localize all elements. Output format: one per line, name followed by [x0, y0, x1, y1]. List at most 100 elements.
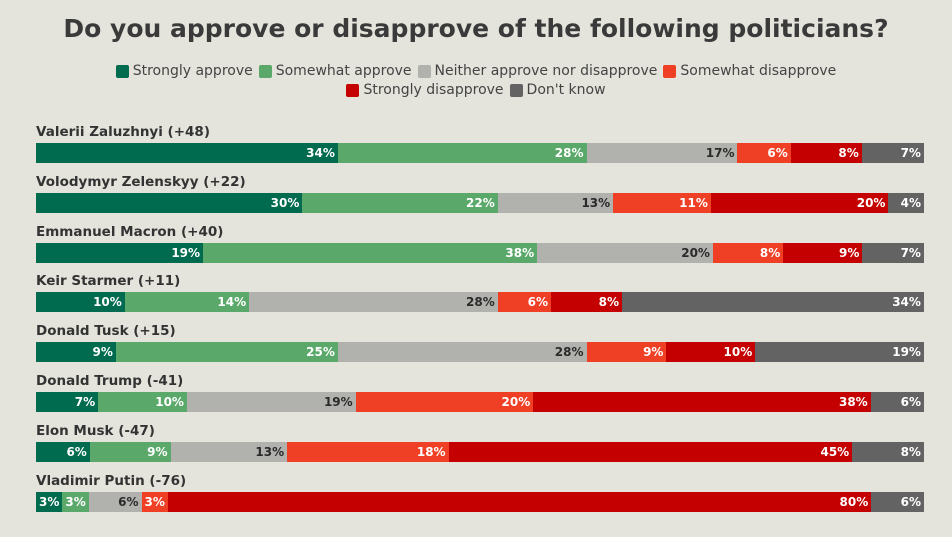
category-label: Elon Musk (-47)	[36, 422, 155, 439]
data-label: 30%	[270, 195, 300, 210]
bar-segment: 3%	[62, 491, 89, 512]
bar-segment: 25%	[115, 342, 338, 363]
bar-segment: 11%	[613, 192, 711, 213]
bar-segment: 10%	[36, 292, 125, 313]
legend-swatch	[509, 83, 523, 97]
category-label: Valerii Zaluzhnyi (+48)	[36, 124, 210, 140]
bar-segment: 7%	[862, 242, 924, 263]
bar-segment: 30%	[36, 192, 303, 213]
bar-segment: 19%	[755, 342, 924, 363]
data-label: 8%	[759, 245, 781, 260]
bar-segment: 6%	[36, 441, 90, 462]
data-label: 9%	[839, 245, 860, 260]
bar-segment: 28%	[337, 342, 587, 363]
data-label: 8%	[838, 146, 859, 160]
legend-label: Don't know	[526, 82, 606, 98]
legend-label: Strongly approve	[132, 63, 253, 79]
bar-segment: 9%	[783, 242, 863, 263]
category-label: Emmanuel Macron (+40)	[36, 223, 224, 240]
data-label: 38%	[838, 395, 868, 409]
data-label: 7%	[900, 146, 921, 160]
bar-segment: 6%	[871, 491, 924, 512]
legend-swatch	[346, 83, 360, 97]
chart-title: Do you approve or disapprove of the foll…	[63, 14, 889, 43]
stacked-bar: 7% 10% 19% 20% 38% 6%	[36, 392, 924, 412]
data-label: 34%	[306, 146, 335, 160]
data-label: 19%	[892, 345, 921, 360]
bar-segment: 10%	[666, 342, 756, 363]
category-label: Volodymyr Zelenskyy (+22)	[36, 173, 246, 190]
bar-segment: 28%	[249, 292, 498, 313]
data-label: 8%	[598, 295, 620, 310]
bar-row: Valerii Zaluzhnyi (+48) 34% 28% 17% 6% 8% 7%	[36, 124, 924, 174]
bar-row: Keir Starmer (+11) 10% 14% 28% 6% 8% 34%	[36, 273, 924, 323]
data-label: 6%	[66, 444, 87, 459]
category-label: Keir Starmer (+11)	[36, 273, 181, 290]
bar-segment: 20%	[355, 392, 534, 412]
bar-segment: 4%	[888, 192, 924, 213]
bar-segment: 8%	[790, 143, 862, 163]
bar-segment: 28%	[337, 143, 587, 163]
data-label: 6%	[767, 146, 788, 160]
legend-swatch	[663, 64, 677, 78]
bar-segment: 17%	[586, 143, 738, 163]
bar-segment: 14%	[124, 292, 250, 313]
bar-row: Vladimir Putin (-76) 3% 3% 6% 3% 80% 6%	[36, 473, 924, 523]
data-label: 19%	[323, 395, 353, 409]
stacked-bar: 19% 38% 20% 8% 9% 7%	[36, 242, 924, 263]
bar-segment: 3%	[141, 491, 168, 512]
bar-segment: 10%	[98, 392, 187, 412]
bar-segment: 22%	[302, 192, 498, 213]
data-label: 10%	[93, 295, 122, 310]
legend-swatch	[115, 64, 129, 78]
bar-segment: 19%	[36, 242, 204, 263]
legend-label: Somewhat approve	[275, 63, 412, 79]
data-label: 17%	[705, 146, 735, 160]
bar-segment: 9%	[36, 342, 116, 363]
legend: Strongly approve Somewhat approve Neither …	[80, 63, 872, 98]
legend-item: Somewhat disapprove	[663, 63, 836, 79]
data-label: 9%	[92, 345, 113, 360]
data-label: 3%	[65, 494, 86, 509]
bar-segment: 9%	[89, 441, 171, 462]
bar-segment: 13%	[497, 192, 614, 213]
bar-segment: 3%	[36, 491, 63, 512]
bar-segment: 20%	[537, 242, 713, 263]
data-label: 45%	[820, 444, 850, 459]
category-label: Donald Tusk (+15)	[36, 323, 176, 340]
data-label: 80%	[839, 494, 869, 509]
bar-segment: 38%	[203, 242, 538, 263]
legend-item: Strongly disapprove	[346, 82, 504, 98]
bar-segment: 8%	[551, 292, 623, 313]
data-label: 11%	[679, 195, 708, 210]
data-label: 7%	[900, 245, 921, 260]
stacked-bar: 9% 25% 28% 9% 10% 19%	[36, 342, 924, 363]
legend-item: Somewhat approve	[258, 63, 412, 79]
data-label: 20%	[501, 395, 531, 409]
bar-segment: 9%	[586, 342, 667, 363]
stacked-bar: 3% 3% 6% 3% 80% 6%	[36, 491, 924, 512]
stacked-bar: 34% 28% 17% 6% 8% 7%	[36, 143, 924, 163]
bar-row: Donald Trump (-41) 7% 10% 19% 20% 38% 6%	[36, 373, 924, 423]
legend-item: Strongly approve	[115, 63, 253, 79]
bar-segment: 34%	[622, 292, 924, 313]
data-label: 28%	[554, 146, 584, 160]
bar-row: Volodymyr Zelenskyy (+22) 30% 22% 13% 11% 20%…	[36, 174, 924, 224]
legend-item: Neither approve nor disapprove	[417, 63, 657, 79]
data-label: 8%	[900, 444, 921, 459]
bar-segment: 34%	[36, 143, 338, 163]
data-label: 6%	[900, 494, 921, 509]
data-label: 25%	[306, 345, 335, 360]
data-label: 22%	[466, 195, 495, 210]
bar-segment: 13%	[170, 441, 288, 462]
legend-label: Somewhat disapprove	[680, 63, 837, 79]
data-label: 6%	[118, 494, 139, 509]
data-label: 38%	[505, 245, 535, 260]
bar-segment: 6%	[737, 143, 791, 163]
legend-swatch	[417, 64, 431, 78]
data-label: 13%	[255, 444, 285, 459]
bar-segment: 19%	[186, 392, 356, 412]
data-label: 3%	[144, 494, 165, 509]
bar-segment: 6%	[88, 491, 142, 512]
